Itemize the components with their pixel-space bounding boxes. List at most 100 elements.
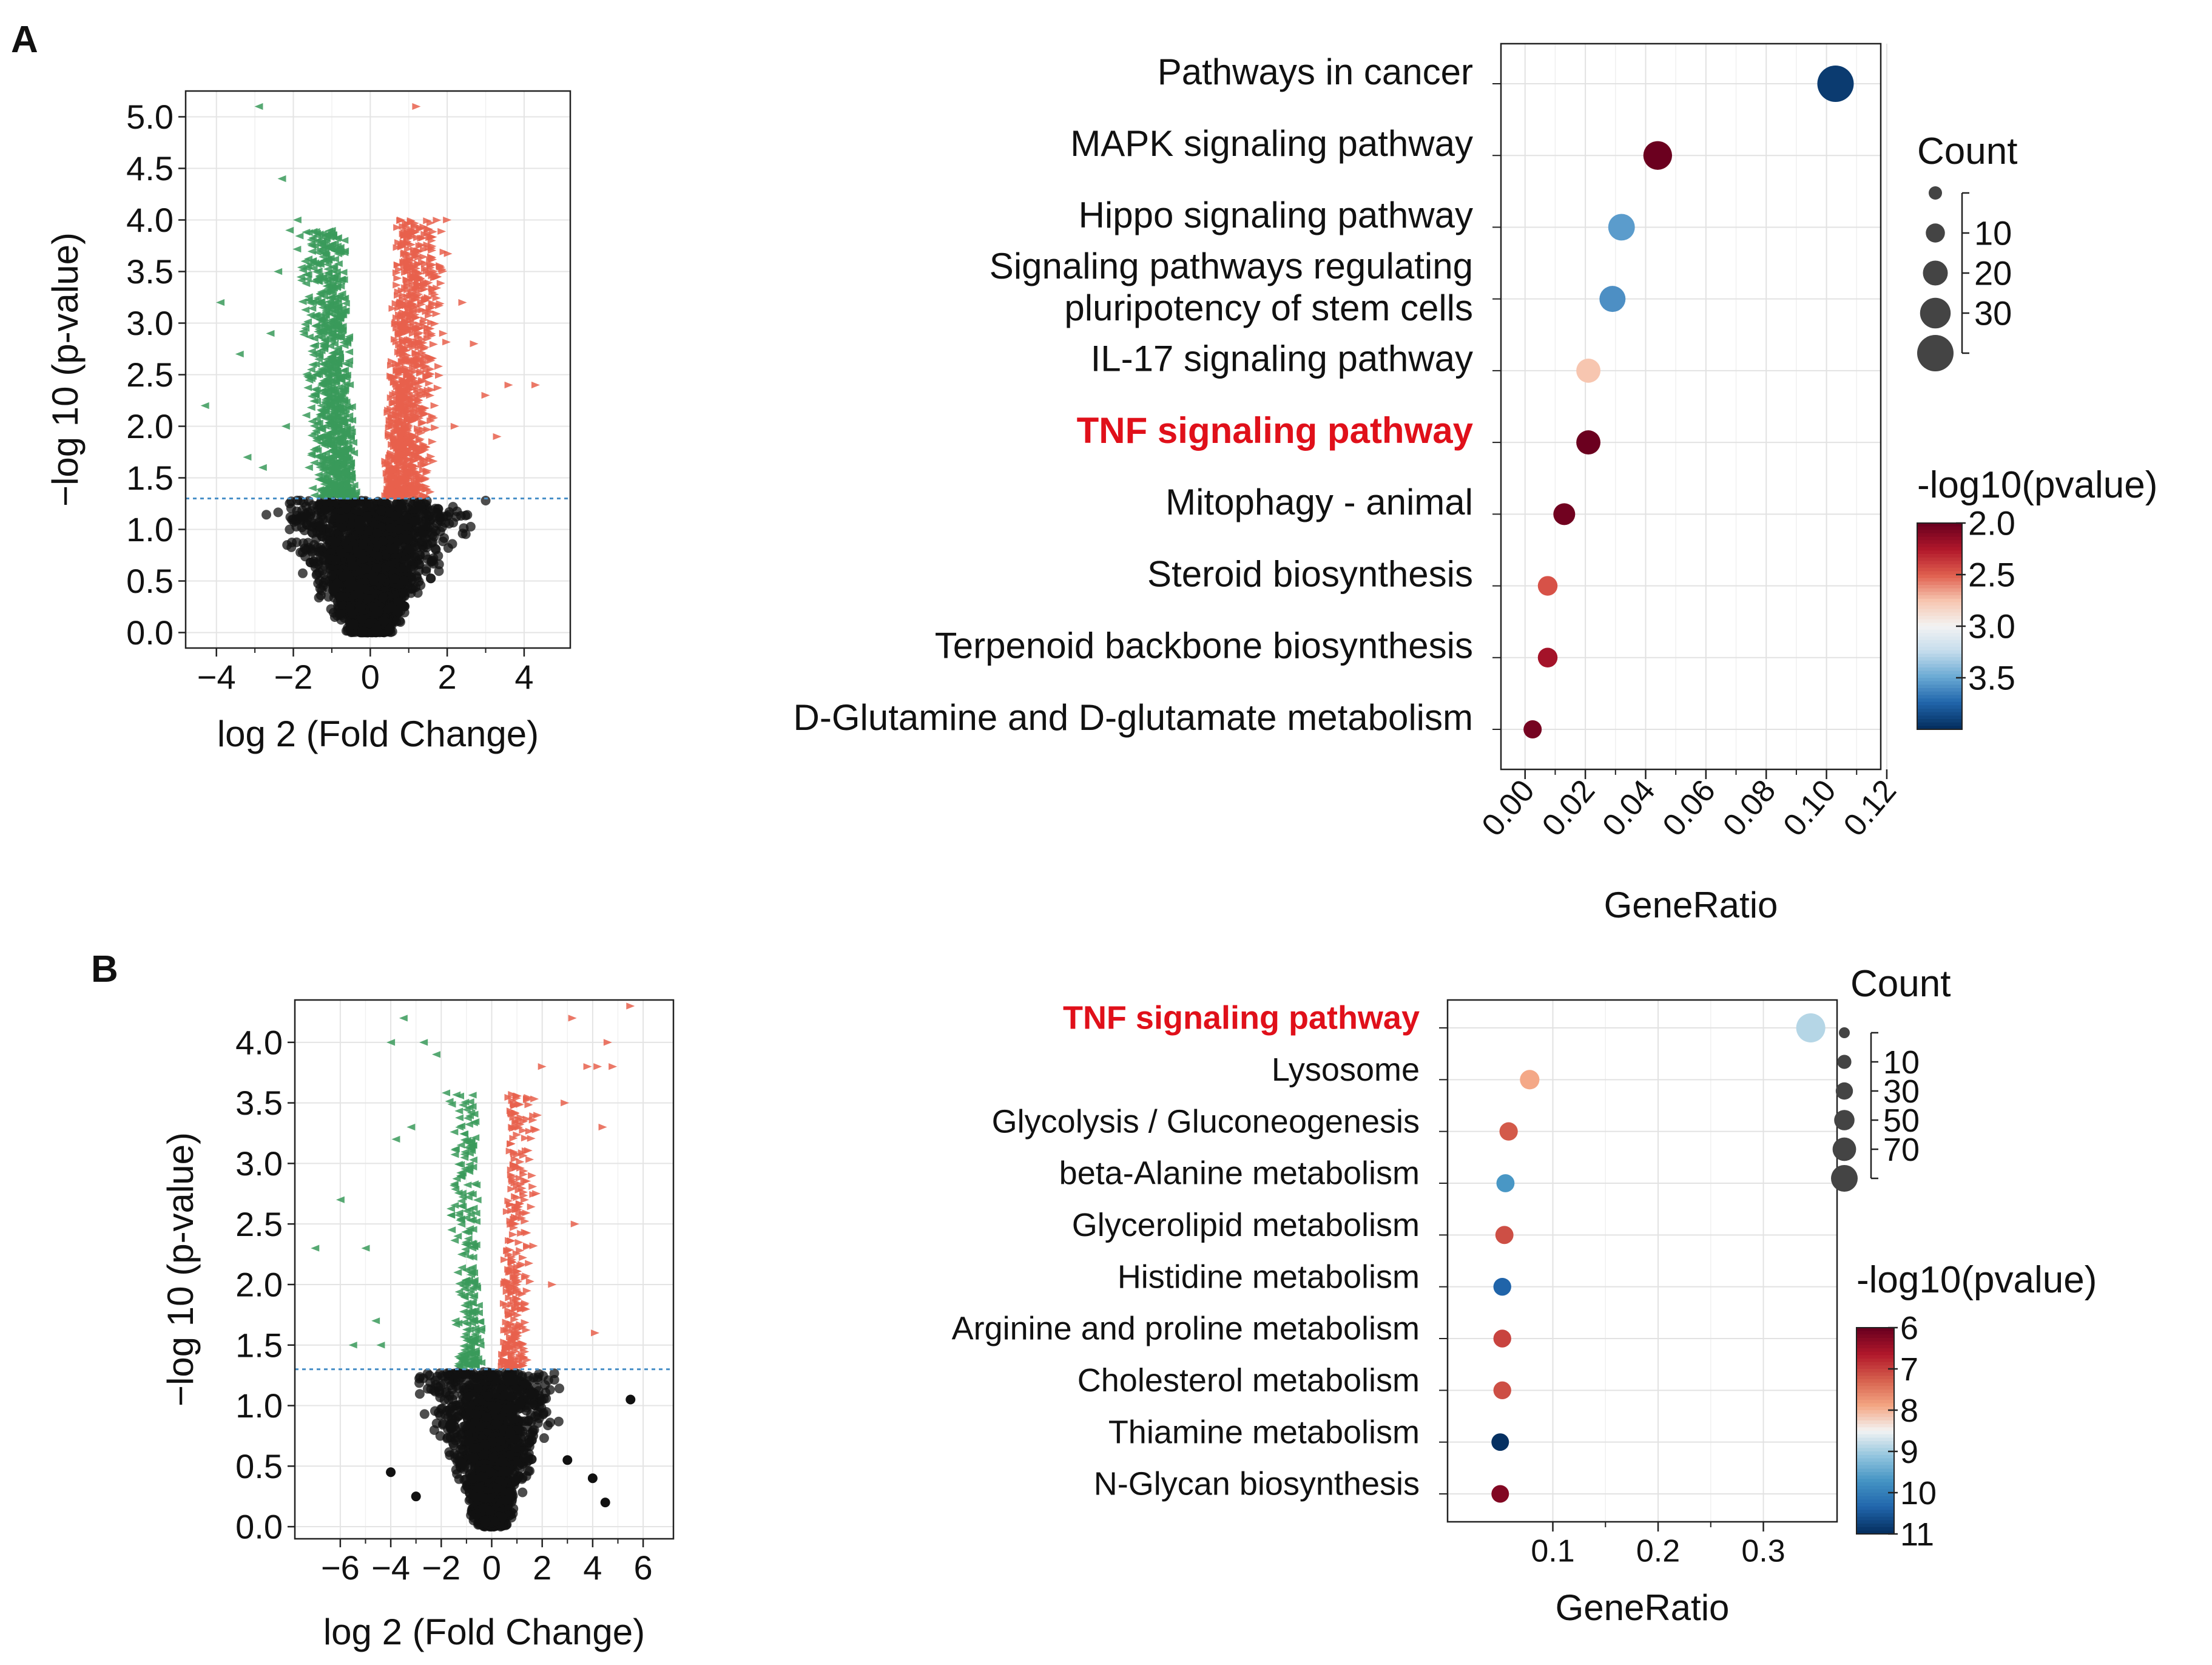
up-point [381, 458, 390, 465]
ns-point [347, 519, 357, 529]
down-point [314, 278, 323, 285]
down-point [319, 361, 328, 368]
plot-frame [184, 90, 572, 649]
colorbar-segment [1917, 523, 1962, 527]
down-point [338, 326, 347, 334]
down-point [323, 261, 332, 268]
up-point [385, 484, 394, 491]
y-tick-label: 0.0 [126, 613, 174, 652]
ns-point [326, 497, 336, 507]
down-point [312, 268, 321, 275]
up-point [410, 474, 419, 481]
pathway-label: Hippo signaling pathway [1079, 195, 1473, 235]
up-point [403, 373, 412, 380]
y-tick-label: 0.5 [126, 562, 174, 600]
up-point [428, 285, 437, 292]
pathway-label: Pathways in cancer [1158, 52, 1473, 92]
down-point [346, 489, 356, 496]
down-point [340, 448, 349, 456]
down-outlier-point [323, 381, 332, 389]
colorbar-segment [1917, 660, 1962, 665]
pathway-dot [1599, 286, 1626, 312]
down-point [312, 229, 322, 237]
colorbar-segment [1917, 674, 1962, 678]
down-point [331, 430, 340, 437]
ns-point [434, 566, 444, 576]
volcano-plot-a: −4 −2 0 2 40.00.51.01.52.02.53.03.54.04.55.0… [45, 90, 572, 754]
up-point [392, 314, 401, 322]
down-point [307, 432, 316, 439]
colorbar-segment [1917, 609, 1962, 613]
down-point [309, 446, 319, 453]
down-point [343, 340, 352, 347]
ns-point [416, 580, 426, 590]
up-point [393, 274, 402, 282]
colorbar-segment [1917, 664, 1962, 668]
up-point [403, 245, 413, 252]
y-tick-label: 5.0 [126, 98, 174, 136]
ns-point [376, 505, 386, 516]
down-point [332, 272, 341, 279]
up-outlier-point [450, 422, 459, 430]
up-point [437, 228, 447, 235]
up-point [386, 463, 395, 470]
up-point [414, 254, 423, 261]
colorbar-segment [1917, 643, 1962, 647]
colorbar-segment [1917, 536, 1962, 541]
up-point [402, 319, 411, 326]
up-point [390, 336, 399, 343]
down-point [317, 347, 326, 354]
colorbar-segment [1917, 629, 1962, 634]
ns-point [340, 536, 351, 546]
down-point [306, 451, 315, 459]
ns-point [399, 575, 410, 586]
down-point [322, 460, 331, 467]
down-point [336, 354, 345, 361]
colorbar-segment [1917, 640, 1962, 644]
down-point [334, 412, 343, 419]
ns-point [405, 497, 416, 507]
x-axis-label: log 2 (Fold Change) [217, 714, 539, 754]
down-point [335, 434, 344, 442]
up-point [414, 269, 423, 277]
up-point [391, 456, 400, 464]
ns-point [426, 573, 436, 584]
up-point [392, 269, 401, 277]
up-point [394, 453, 403, 460]
up-outlier-point [443, 216, 452, 224]
colorbar-segment [1917, 650, 1962, 655]
down-point [302, 411, 311, 419]
up-point [433, 217, 442, 224]
up-point [428, 438, 437, 445]
up-point [409, 296, 418, 303]
ns-point [410, 541, 420, 552]
pathway-dot [1576, 430, 1601, 455]
pathway-dot [1608, 214, 1635, 241]
up-point [386, 405, 396, 413]
down-point [315, 246, 324, 254]
up-outlier-point [408, 226, 417, 234]
ns-point [365, 618, 375, 629]
down-point [346, 447, 356, 454]
ns-point [432, 508, 442, 518]
pathway-label: IL-17 signaling pathway [1091, 339, 1473, 379]
ns-point [420, 521, 431, 531]
up-point [414, 383, 423, 390]
ns-point [349, 561, 359, 571]
down-point [327, 336, 336, 343]
up-point [416, 368, 425, 375]
down-point [328, 413, 337, 420]
down-point [311, 391, 320, 399]
down-point [323, 231, 332, 238]
ns-point [332, 578, 343, 589]
up-point [420, 265, 430, 272]
down-point [337, 493, 346, 500]
up-point [408, 264, 417, 271]
down-point [308, 484, 317, 492]
down-point [333, 458, 342, 465]
up-point [399, 260, 408, 267]
down-point [330, 399, 339, 406]
x-tick-label: 0.10 [1776, 773, 1843, 843]
up-point [414, 344, 423, 351]
up-point [406, 376, 416, 383]
